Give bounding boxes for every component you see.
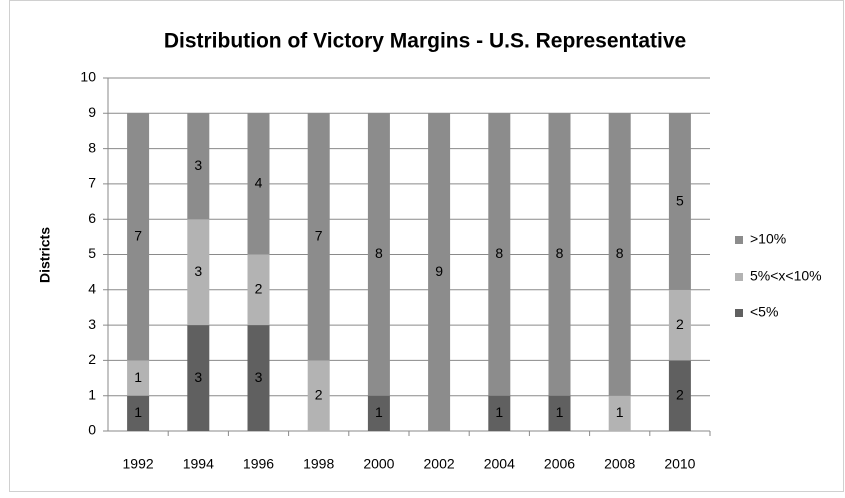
x-tick-label: 2006 [544, 456, 575, 472]
data-label: 1 [616, 404, 624, 420]
y-axis-label: Districts [37, 227, 53, 283]
data-label: 3 [194, 369, 202, 385]
y-tick-label: 10 [80, 69, 96, 85]
data-label: 5 [676, 192, 684, 208]
bar-segment [307, 113, 330, 361]
bar-segment [548, 395, 571, 431]
data-label: 1 [134, 404, 142, 420]
bar-segment [488, 113, 511, 396]
y-tick-label: 4 [88, 281, 96, 297]
data-label: 4 [255, 175, 263, 191]
x-tick-label: 2008 [604, 456, 635, 472]
legend-label: <5% [750, 304, 778, 320]
data-label: 3 [194, 263, 202, 279]
bar-segment [668, 289, 691, 361]
legend-swatch [735, 273, 743, 281]
data-label: 7 [134, 228, 142, 244]
legend-label: 5%<x<10% [750, 268, 822, 284]
bar-segment [608, 113, 631, 396]
bar-segment [247, 113, 270, 255]
y-tick-label: 9 [88, 104, 96, 120]
data-label: 7 [315, 228, 323, 244]
bar-segment [367, 395, 390, 431]
x-tick-label: 1992 [123, 456, 154, 472]
bar-segment [307, 360, 330, 431]
bar-segment [187, 219, 210, 326]
data-label: 1 [495, 404, 503, 420]
legend-swatch [735, 236, 743, 244]
data-label: 1 [134, 369, 142, 385]
bar-segment [127, 395, 150, 431]
y-tick-label: 0 [88, 422, 96, 438]
y-tick-label: 6 [88, 210, 96, 226]
bar-segment [668, 360, 691, 431]
y-tick-label: 2 [88, 351, 96, 367]
x-tick-label: 2000 [363, 456, 394, 472]
bar-segment [488, 395, 511, 431]
data-label: 8 [375, 245, 383, 261]
legend-swatch [735, 309, 743, 317]
x-tick-label: 1998 [303, 456, 334, 472]
data-label: 2 [255, 281, 263, 297]
data-label: 8 [616, 245, 624, 261]
data-label: 3 [194, 157, 202, 173]
bar-segment [187, 325, 210, 431]
data-label: 3 [255, 369, 263, 385]
bar-segment [247, 325, 270, 431]
bar-segment [127, 360, 150, 396]
bar-segment [187, 113, 210, 220]
y-tick-label: 5 [88, 245, 96, 261]
x-tick-label: 1994 [183, 456, 214, 472]
data-label: 1 [556, 404, 564, 420]
data-label: 2 [676, 386, 684, 402]
bar-segment [247, 254, 270, 326]
bar-segment [127, 113, 150, 361]
bar-segment [428, 113, 451, 432]
chart-title: Distribution of Victory Margins - U.S. R… [164, 30, 686, 53]
y-tick-label: 7 [88, 175, 96, 191]
x-tick-label: 2010 [664, 456, 695, 472]
data-label: 1 [375, 404, 383, 420]
x-tick-label: 2004 [484, 456, 515, 472]
y-tick-label: 1 [88, 386, 96, 402]
bar-segment [367, 113, 390, 396]
x-tick-label: 2002 [424, 456, 455, 472]
bar-segment [608, 395, 631, 431]
data-label: 8 [556, 245, 564, 261]
bar-segment [668, 113, 691, 290]
legend-label: >10% [750, 231, 786, 247]
data-label: 2 [315, 386, 323, 402]
data-label: 2 [676, 316, 684, 332]
y-tick-label: 3 [88, 316, 96, 332]
data-label: 8 [495, 245, 503, 261]
data-label: 9 [435, 263, 443, 279]
x-tick-label: 1996 [243, 456, 274, 472]
bar-segment [548, 113, 571, 396]
y-tick-label: 8 [88, 139, 96, 155]
